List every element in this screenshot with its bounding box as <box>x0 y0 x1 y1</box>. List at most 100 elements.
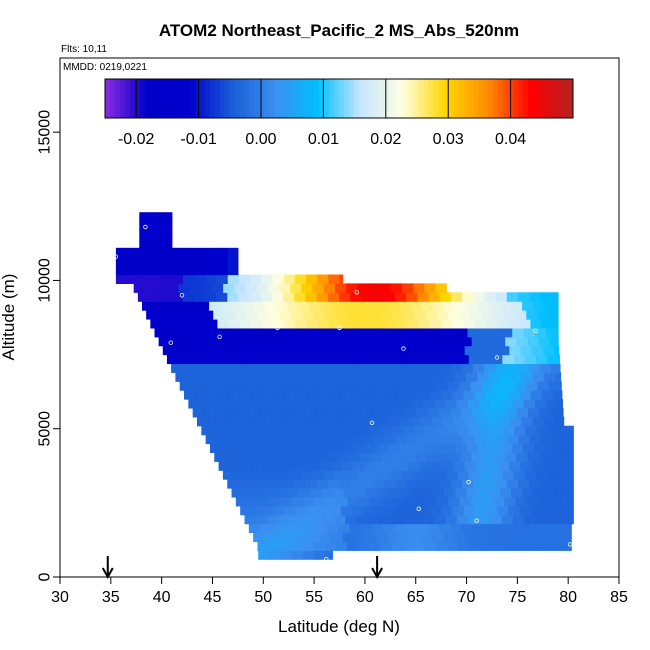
heatmap-cell <box>308 345 320 356</box>
heatmap-cell <box>371 336 383 347</box>
heatmap-cell <box>441 390 453 400</box>
heatmap-cell <box>329 505 342 516</box>
heatmap-cell <box>274 345 287 356</box>
heatmap-cell <box>337 336 350 347</box>
heatmap-cell <box>385 390 398 400</box>
heatmap-cell <box>350 292 363 302</box>
heatmap-cell <box>442 416 455 427</box>
colorbar-swatch <box>129 79 136 118</box>
heatmap-cell <box>298 301 311 311</box>
heatmap-cell <box>248 523 261 534</box>
heatmap-cell <box>556 327 559 338</box>
heatmap-cell <box>225 336 238 347</box>
heatmap-cell <box>506 479 519 489</box>
heatmap-cell <box>524 514 536 525</box>
heatmap-cell <box>513 354 526 365</box>
heatmap-cell <box>414 496 427 507</box>
heatmap-cell <box>401 354 414 365</box>
colorbar-swatch <box>378 79 385 118</box>
heatmap-cell <box>393 407 406 418</box>
heatmap-cell <box>387 301 400 311</box>
heatmap-cell <box>461 523 474 534</box>
heatmap-cell <box>227 247 239 258</box>
heatmap-cell <box>358 310 371 320</box>
heatmap-cell <box>478 327 491 338</box>
heatmap-cell <box>255 514 268 525</box>
heatmap-cell <box>495 479 508 489</box>
colorbar-swatch <box>244 79 250 118</box>
heatmap-cell <box>532 416 545 427</box>
heatmap-cell <box>194 247 206 258</box>
heatmap-cell <box>382 407 395 418</box>
heatmap-cell <box>308 416 321 427</box>
heatmap-cell <box>221 399 234 409</box>
heatmap-cell <box>154 327 167 338</box>
heatmap-cell <box>323 283 336 293</box>
heatmap-cell <box>189 283 202 293</box>
heatmap-cell <box>150 230 163 240</box>
heatmap-cell <box>285 345 298 356</box>
heatmap-cell <box>316 292 329 302</box>
heatmap-cell <box>319 345 332 356</box>
heatmap-cell <box>268 541 281 551</box>
heatmap-cell <box>469 541 482 551</box>
heatmap-cell <box>455 443 468 454</box>
heatmap-cell <box>473 434 486 445</box>
heatmap-cell <box>375 416 388 427</box>
heatmap-cell <box>398 416 411 427</box>
heatmap-cell <box>522 301 534 311</box>
heatmap-cell <box>425 541 437 551</box>
heatmap-cell <box>209 443 222 454</box>
heatmap-cell <box>161 221 173 231</box>
heatmap-cell <box>420 532 433 543</box>
heatmap-cell <box>549 452 562 462</box>
heatmap-cell <box>262 390 275 400</box>
heatmap-cell <box>503 310 516 320</box>
heatmap-cell <box>431 461 443 471</box>
heatmap-cell <box>325 550 333 560</box>
heatmap-cell <box>492 381 505 391</box>
heatmap-cell <box>376 372 389 382</box>
heatmap-cell <box>227 265 239 276</box>
colorbar-swatch <box>274 79 280 118</box>
x-tick-label: 60 <box>356 589 374 606</box>
heatmap-cell <box>348 452 361 462</box>
heatmap-cell <box>450 479 463 489</box>
heatmap-cell <box>379 354 392 365</box>
heatmap-cell <box>309 488 322 498</box>
heatmap-cell <box>323 470 336 480</box>
heatmap-cell <box>491 470 504 480</box>
heatmap-cell <box>390 283 403 293</box>
heatmap-cell <box>470 496 483 507</box>
heatmap-cell <box>352 461 365 471</box>
heatmap-cell <box>299 443 312 454</box>
heatmap-cell <box>495 363 508 373</box>
heatmap-cell <box>507 434 520 445</box>
heatmap-cell <box>164 301 177 311</box>
heatmap-cell <box>280 550 293 560</box>
heatmap-cell <box>510 532 523 543</box>
heatmap-cell <box>200 354 213 365</box>
heatmap-cell <box>354 301 367 311</box>
heatmap-cell <box>395 434 408 445</box>
heatmap-cell <box>554 416 565 427</box>
heatmap-cell <box>370 496 382 507</box>
heatmap-cell <box>404 336 417 347</box>
heatmap-cell <box>571 496 574 507</box>
heatmap-cell <box>315 407 328 418</box>
heatmap-cell <box>559 541 572 551</box>
heatmap-cell <box>193 363 206 373</box>
heatmap-cell <box>220 301 233 311</box>
heatmap-cell <box>314 452 327 462</box>
heatmap-cell <box>211 354 224 365</box>
heatmap-cell <box>388 443 401 454</box>
heatmap-cell <box>548 496 561 507</box>
heatmap-cell <box>485 390 498 400</box>
heatmap-cell <box>350 434 363 445</box>
heatmap-cell <box>488 372 501 382</box>
colorbar-swatch <box>179 79 186 118</box>
heatmap-cell <box>253 488 266 498</box>
heatmap-cell <box>335 425 348 436</box>
heatmap-cell <box>380 381 393 391</box>
heatmap-cell <box>310 443 323 454</box>
